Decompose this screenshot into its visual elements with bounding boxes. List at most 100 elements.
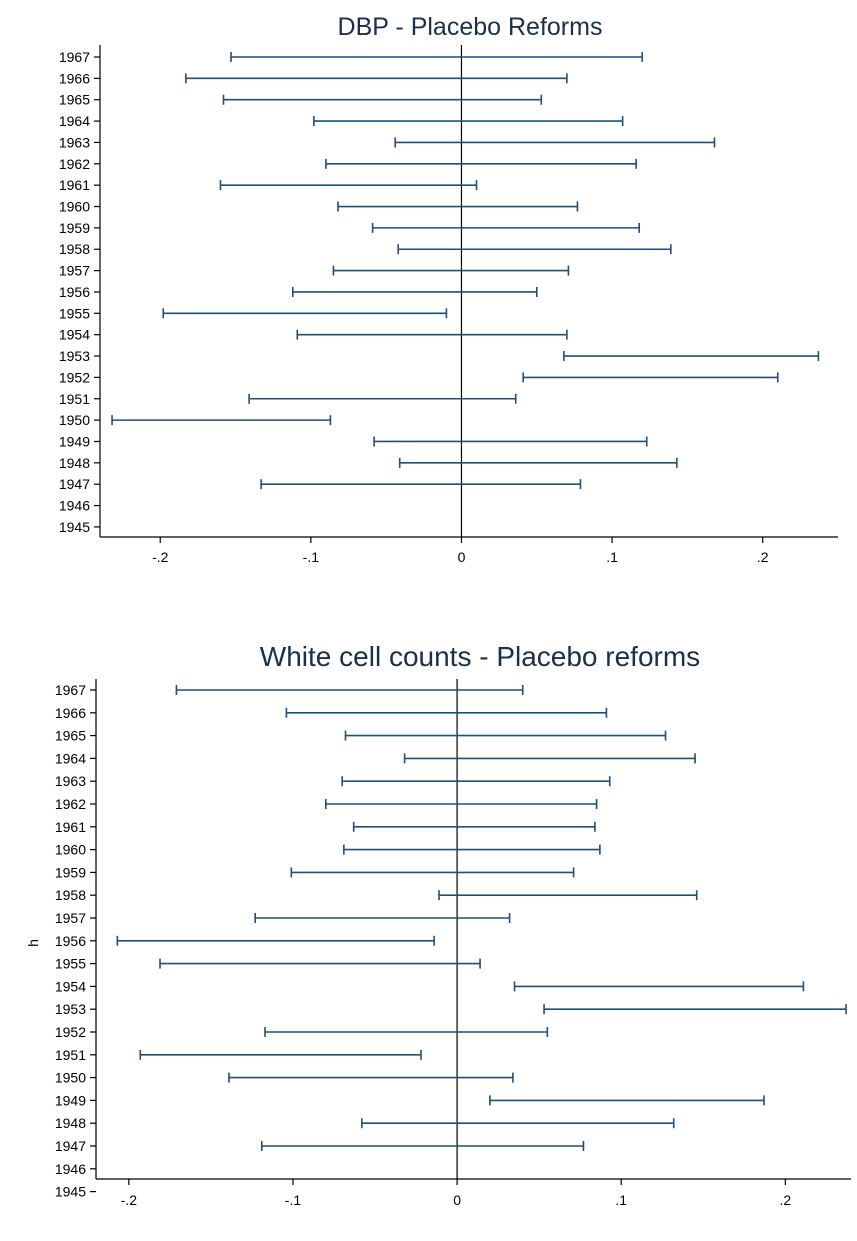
x-tick-label: -.1 [303, 549, 320, 565]
y-tick-label: 1957 [55, 910, 86, 926]
x-tick-label: -.1 [285, 1192, 302, 1208]
y-tick-label: 1967 [59, 49, 90, 65]
x-tick-label: .1 [615, 1192, 627, 1208]
white-cell-placebo-panel: White cell counts - Placebo reforms h -.… [25, 641, 851, 1208]
confidence-interval-1964 [403, 753, 696, 764]
confidence-interval-1962 [325, 158, 637, 169]
confidence-interval-1960 [343, 844, 601, 855]
y-tick-label: 1964 [59, 113, 90, 129]
confidence-interval-1957 [332, 265, 570, 276]
y-tick-label: 1949 [55, 1092, 86, 1108]
y-tick-label: 1953 [59, 348, 90, 364]
y-tick-label: 1949 [59, 433, 90, 449]
y-tick-label: 1961 [59, 177, 90, 193]
confidence-interval-1961 [352, 821, 596, 832]
y-tick-label: 1959 [55, 864, 86, 880]
y-tick-label: 1957 [59, 263, 90, 279]
confidence-interval-1966 [285, 707, 608, 718]
confidence-interval-1948 [361, 1118, 675, 1129]
confidence-interval-1962 [324, 799, 598, 809]
y-tick-label: 1946 [59, 498, 90, 514]
y-tick-label: 1945 [59, 519, 90, 535]
chart-title: DBP - Placebo Reforms [338, 13, 603, 41]
x-tick-label: .2 [780, 1192, 792, 1208]
confidence-interval-1958 [397, 244, 672, 255]
confidence-interval-1951 [139, 1049, 422, 1060]
y-tick-label: 1950 [55, 1070, 86, 1086]
confidence-interval-1947 [260, 1141, 585, 1151]
confidence-interval-1961 [219, 180, 478, 191]
y-tick-label: 1962 [55, 796, 86, 812]
y-tick-label: 1947 [59, 476, 90, 492]
x-tick-label: 0 [458, 549, 466, 565]
y-tick-label: 1965 [55, 728, 86, 744]
y-tick-label: 1959 [59, 220, 90, 236]
x-tick-label: -.2 [121, 1192, 138, 1208]
y-tick-label: 1966 [59, 70, 90, 86]
confidence-interval-1953 [543, 1004, 847, 1015]
y-tick-label: 1951 [59, 391, 90, 407]
y-tick-label: 1948 [59, 455, 90, 471]
confidence-interval-1958 [438, 890, 698, 901]
confidence-interval-1949 [489, 1095, 765, 1106]
y-tick-label: 1958 [59, 241, 90, 257]
confidence-interval-1959 [290, 867, 575, 878]
y-tick-label: 1954 [55, 978, 86, 994]
y-tick-label: 1967 [55, 682, 86, 698]
y-tick-label: 1945 [55, 1184, 86, 1200]
chart-title: White cell counts - Placebo reforms [260, 641, 700, 672]
x-tick-label: .1 [606, 549, 618, 565]
confidence-interval-1950 [228, 1072, 514, 1083]
x-tick-label: .2 [757, 549, 769, 565]
y-tick-label: 1948 [55, 1115, 86, 1131]
confidence-interval-1965 [222, 94, 543, 105]
confidence-interval-1967 [230, 52, 644, 62]
confidence-interval-1948 [398, 457, 678, 468]
y-tick-label: 1958 [55, 887, 86, 903]
confidence-interval-1964 [313, 116, 624, 127]
y-tick-label: 1955 [55, 956, 86, 972]
dbp-placebo-panel: DBP - Placebo Reforms -.2 -.1 0 .1 .2 1967 196… [59, 13, 838, 565]
confidence-interval-1954 [513, 981, 805, 992]
x-tick-label: -.2 [152, 549, 169, 565]
confidence-interval-1959 [371, 222, 640, 233]
confidence-interval-1951 [248, 393, 517, 404]
y-tick-label: 1964 [55, 750, 86, 766]
y-tick-label: 1955 [59, 305, 90, 321]
confidence-interval-1966 [185, 73, 568, 84]
confidence-interval-1963 [341, 776, 611, 787]
y-tick-label: 1963 [59, 134, 90, 150]
y-tick-label: 1961 [55, 819, 86, 835]
y-tick-label: 1952 [55, 1024, 86, 1040]
confidence-interval-1967 [175, 685, 524, 695]
y-tick-label: 1963 [55, 773, 86, 789]
x-tick-label: 0 [453, 1192, 461, 1208]
confidence-interval-1952 [522, 372, 779, 383]
y-axis-label: h [25, 939, 41, 947]
y-tick-label: 1953 [55, 1001, 86, 1017]
confidence-interval-1947 [260, 479, 582, 490]
y-tick-label: 1966 [55, 705, 86, 721]
y-tick-label: 1954 [59, 327, 90, 343]
y-tick-label: 1962 [59, 156, 90, 172]
y-tick-label: 1950 [59, 412, 90, 428]
y-tick-label: 1946 [55, 1161, 86, 1177]
y-tick-label: 1965 [59, 92, 90, 108]
y-tick-label: 1960 [59, 199, 90, 215]
confidence-interval-1960 [337, 201, 579, 212]
confidence-interval-1949 [373, 436, 648, 447]
confidence-interval-1954 [296, 329, 568, 340]
y-tick-label: 1951 [55, 1047, 86, 1063]
confidence-interval-1965 [344, 730, 667, 741]
confidence-interval-1952 [264, 1027, 549, 1037]
y-tick-label: 1960 [55, 842, 86, 858]
confidence-interval-1955 [162, 308, 448, 319]
y-tick-label: 1956 [59, 284, 90, 300]
y-tick-label: 1947 [55, 1138, 86, 1154]
confidence-interval-1953 [563, 351, 820, 362]
confidence-interval-1956 [116, 935, 435, 946]
y-tick-label: 1952 [59, 369, 90, 385]
confidence-interval-1956 [291, 286, 538, 297]
